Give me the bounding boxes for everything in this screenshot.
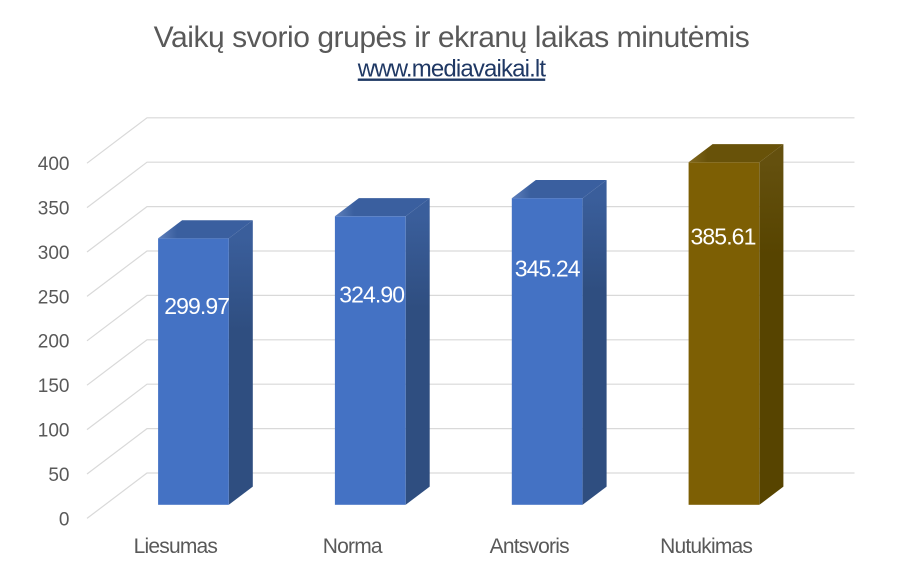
- svg-text:299.97: 299.97: [164, 293, 229, 319]
- svg-text:100: 100: [38, 421, 70, 442]
- svg-text:Antsvoris: Antsvoris: [490, 535, 569, 558]
- svg-text:324.90: 324.90: [339, 281, 404, 307]
- svg-text:350: 350: [38, 199, 70, 220]
- svg-text:www.mediavaikai.lt: www.mediavaikai.lt: [357, 56, 547, 83]
- svg-text:Vaikų svorio grupės ir ekranų: Vaikų svorio grupės ir ekranų laikas min…: [154, 21, 750, 54]
- svg-text:0: 0: [59, 509, 70, 530]
- svg-text:250: 250: [38, 287, 70, 308]
- svg-text:200: 200: [38, 332, 70, 353]
- svg-text:150: 150: [38, 376, 70, 397]
- svg-text:300: 300: [38, 243, 70, 264]
- svg-text:Norma: Norma: [323, 535, 383, 558]
- svg-text:Nutukimas: Nutukimas: [660, 535, 752, 558]
- svg-text:Liesumas: Liesumas: [134, 535, 218, 558]
- svg-text:50: 50: [48, 465, 69, 486]
- svg-text:345.24: 345.24: [515, 256, 581, 282]
- svg-text:385.61: 385.61: [691, 224, 756, 250]
- svg-text:400: 400: [38, 154, 70, 175]
